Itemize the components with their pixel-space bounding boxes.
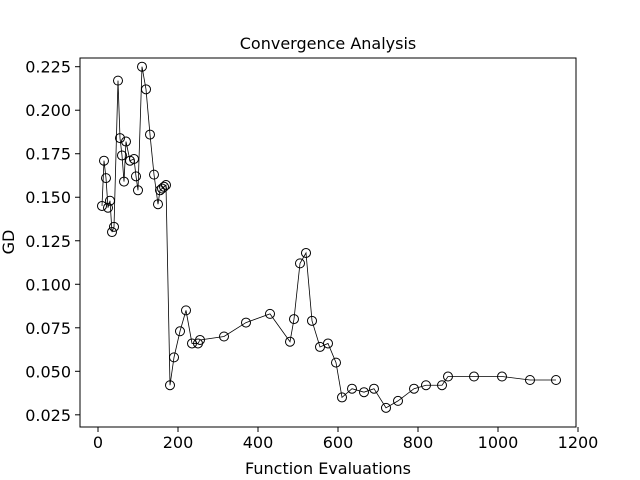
data-point (103, 202, 113, 213)
data-point (169, 352, 179, 363)
data-point (107, 227, 117, 238)
data-point (497, 371, 507, 382)
data-point (285, 336, 295, 347)
x-tick-label: 600 (323, 433, 354, 452)
data-point (381, 402, 391, 413)
data-point (525, 375, 535, 386)
data-point (443, 371, 453, 382)
data-point (359, 387, 369, 398)
data-point (133, 185, 143, 196)
data-point (289, 314, 299, 325)
data-point (551, 375, 561, 386)
data-point (265, 308, 275, 319)
data-point (347, 383, 357, 394)
x-tick-label: 1000 (478, 433, 519, 452)
plot-area (97, 61, 561, 413)
plot-frame (79, 57, 577, 428)
data-point (97, 200, 107, 211)
data-point (165, 380, 175, 391)
data-point (113, 75, 123, 86)
data-point (301, 247, 311, 258)
data-point (175, 326, 185, 337)
y-tick-label: 0.175 (25, 145, 71, 164)
data-point (219, 331, 229, 342)
data-point (121, 136, 131, 147)
y-axis-label: GD (0, 230, 18, 255)
data-point (153, 199, 163, 210)
data-point (101, 173, 111, 184)
data-point (105, 195, 115, 206)
data-point (337, 392, 347, 403)
data-point (131, 171, 141, 182)
y-tick-label: 0.100 (25, 275, 71, 294)
y-tick-label: 0.050 (25, 362, 71, 381)
data-point (409, 383, 419, 394)
data-point (119, 176, 129, 187)
data-point (149, 169, 159, 180)
data-point (331, 357, 341, 368)
data-point (369, 383, 379, 394)
data-point (141, 84, 151, 95)
data-point (137, 61, 147, 72)
data-point (109, 221, 119, 232)
data-point (145, 129, 155, 140)
y-tick-label: 0.125 (25, 232, 71, 251)
data-point (161, 180, 171, 191)
y-axis: 0.025 0.050 0.075 0.100 0.125 0.150 0.175 0.200… (25, 58, 80, 425)
y-tick-label: 0.225 (25, 58, 71, 77)
data-point (129, 153, 139, 164)
x-axis-label: Function Evaluations (245, 459, 411, 478)
data-point (117, 150, 127, 161)
data-point (307, 315, 317, 326)
data-point (159, 181, 169, 192)
data-point (115, 133, 125, 144)
x-tick-label: 200 (163, 433, 194, 452)
y-tick-label: 0.075 (25, 319, 71, 338)
data-point (195, 334, 205, 345)
data-point (469, 371, 479, 382)
x-tick-label: 400 (243, 433, 274, 452)
series-line (101, 66, 556, 409)
data-point (437, 380, 447, 391)
chart-title: Convergence Analysis (240, 34, 417, 53)
x-axis: 0 200 400 600 800 1000 1200 (93, 427, 598, 452)
data-point (421, 380, 431, 391)
y-tick-label: 0.025 (25, 406, 71, 425)
x-tick-label: 0 (93, 433, 103, 452)
data-point (181, 305, 191, 316)
x-tick-label: 1200 (558, 433, 599, 452)
data-point (393, 395, 403, 406)
y-tick-label: 0.200 (25, 101, 71, 120)
x-tick-label: 800 (403, 433, 434, 452)
data-point (323, 338, 333, 349)
data-point (241, 317, 251, 328)
y-tick-label: 0.150 (25, 188, 71, 207)
data-point (99, 155, 109, 166)
data-point (295, 258, 305, 269)
